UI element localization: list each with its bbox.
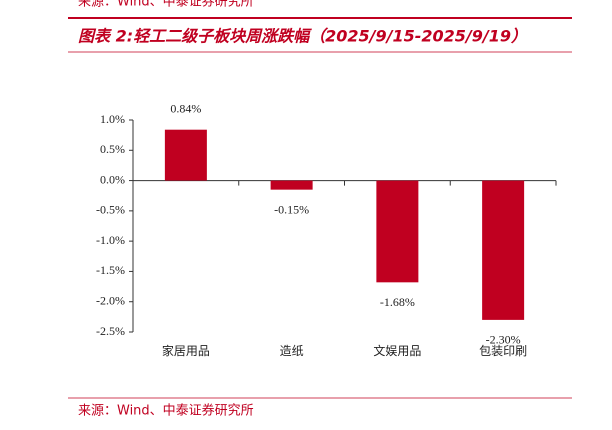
x-tick-label: 家居用品 [162, 343, 210, 358]
y-tick-label: -1.5% [96, 263, 125, 277]
y-tick-label: 0.0% [100, 172, 125, 186]
bar [376, 180, 419, 283]
y-tick-label: 0.5% [100, 142, 125, 156]
y-tick-label: -1.0% [96, 233, 125, 247]
bar [270, 180, 313, 190]
x-tick-label: 造纸 [280, 344, 304, 358]
y-tick-label: -2.0% [96, 293, 125, 307]
x-tick-label: 包装印刷 [479, 344, 527, 358]
value-label: -2.30% [486, 333, 521, 347]
chart-title: 图表 2:轻工二级子板块周涨跌幅（2025/9/15-2025/9/19） [78, 27, 527, 46]
y-tick-label: -2.5% [96, 324, 125, 338]
y-tick-label: 1.0% [100, 112, 125, 126]
bar [164, 129, 207, 181]
x-tick-label: 文娱用品 [373, 343, 421, 358]
value-label: -0.15% [274, 202, 309, 216]
value-label: -1.68% [380, 295, 415, 309]
header-source: 来源：Wind、中泰证券研究所 [78, 0, 254, 10]
y-tick-label: -0.5% [96, 203, 125, 217]
source: 来源：Wind、中泰证券研究所 [78, 403, 254, 419]
bar [482, 180, 525, 320]
value-label: 0.84% [170, 101, 201, 115]
